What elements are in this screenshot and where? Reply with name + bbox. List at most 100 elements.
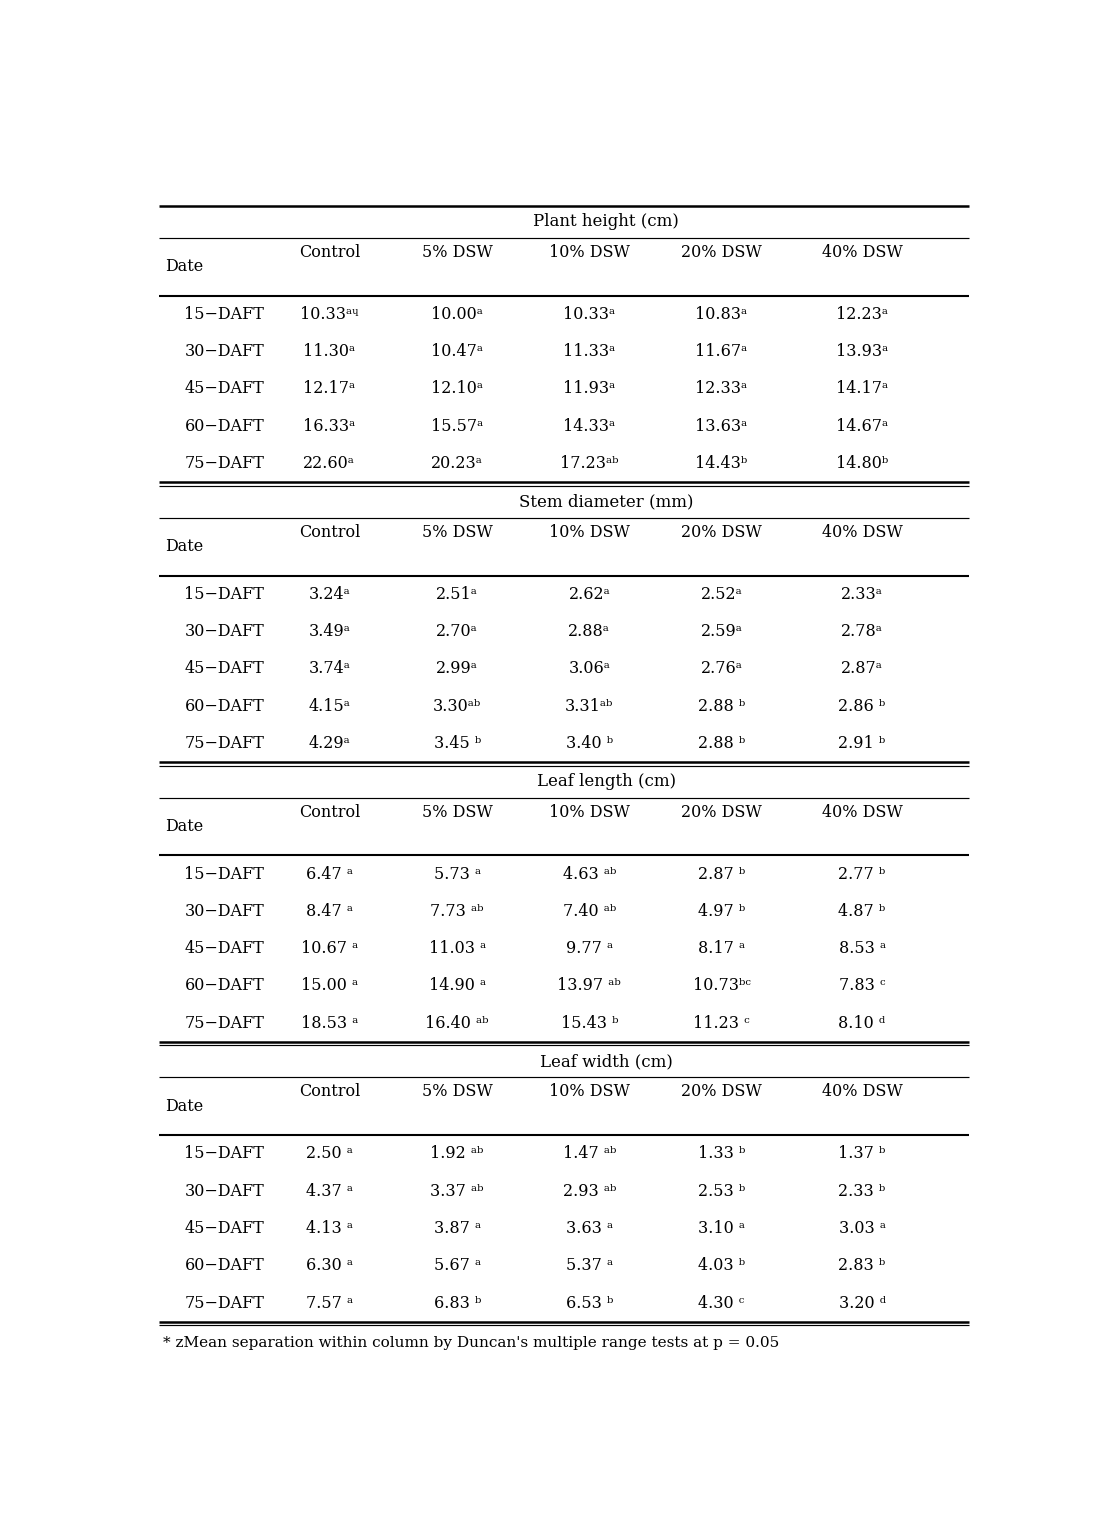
Text: 4.63 ᵃᵇ: 4.63 ᵃᵇ [562, 865, 616, 882]
Text: 40% DSW: 40% DSW [822, 803, 903, 820]
Text: 10.73ᵇᶜ: 10.73ᵇᶜ [693, 977, 750, 994]
Text: 3.10 ᵃ: 3.10 ᵃ [698, 1220, 745, 1237]
Text: 4.37 ᵃ: 4.37 ᵃ [306, 1182, 353, 1200]
Text: 16.40 ᵃᵇ: 16.40 ᵃᵇ [426, 1014, 488, 1031]
Text: 3.03 ᵃ: 3.03 ᵃ [838, 1220, 886, 1237]
Text: 4.03 ᵇ: 4.03 ᵇ [697, 1257, 745, 1274]
Text: 2.53 ᵇ: 2.53 ᵇ [697, 1182, 745, 1200]
Text: 45−DAFT: 45−DAFT [185, 660, 264, 677]
Text: 9.77 ᵃ: 9.77 ᵃ [565, 940, 613, 957]
Text: 8.17 ᵃ: 8.17 ᵃ [697, 940, 745, 957]
Text: 2.86 ᵇ: 2.86 ᵇ [838, 697, 886, 714]
Text: 10% DSW: 10% DSW [549, 523, 630, 540]
Text: 40% DSW: 40% DSW [822, 1083, 903, 1100]
Text: 14.80ᵇ: 14.80ᵇ [836, 456, 889, 472]
Text: 75−DAFT: 75−DAFT [185, 736, 264, 753]
Text: 2.76ᵃ: 2.76ᵃ [701, 660, 743, 677]
Text: 8.47 ᵃ: 8.47 ᵃ [306, 903, 353, 920]
Text: 3.37 ᵃᵇ: 3.37 ᵃᵇ [430, 1182, 484, 1200]
Text: 15.43 ᵇ: 15.43 ᵇ [561, 1014, 618, 1031]
Text: Control: Control [298, 523, 360, 540]
Text: 10.47ᵃ: 10.47ᵃ [431, 343, 483, 360]
Text: 2.87ᵃ: 2.87ᵃ [842, 660, 883, 677]
Text: 20% DSW: 20% DSW [681, 1083, 762, 1100]
Text: 1.47 ᵃᵇ: 1.47 ᵃᵇ [562, 1145, 616, 1162]
Text: 12.10ᵃ: 12.10ᵃ [431, 380, 483, 397]
Text: 2.88ᵃ: 2.88ᵃ [569, 623, 611, 640]
Text: 4.29ᵃ: 4.29ᵃ [308, 736, 350, 753]
Text: 7.73 ᵃᵇ: 7.73 ᵃᵇ [430, 903, 484, 920]
Text: 75−DAFT: 75−DAFT [185, 456, 264, 472]
Text: Leaf width (cm): Leaf width (cm) [540, 1053, 673, 1070]
Text: 3.20 ᵈ: 3.20 ᵈ [838, 1294, 886, 1311]
Text: 75−DAFT: 75−DAFT [185, 1294, 264, 1311]
Text: 2.62ᵃ: 2.62ᵃ [569, 586, 611, 603]
Text: 3.30ᵃᵇ: 3.30ᵃᵇ [433, 697, 482, 714]
Text: 2.77 ᵇ: 2.77 ᵇ [838, 865, 886, 882]
Text: 6.47 ᵃ: 6.47 ᵃ [306, 865, 353, 882]
Text: 15.57ᵃ: 15.57ᵃ [431, 417, 483, 436]
Text: 1.33 ᵇ: 1.33 ᵇ [697, 1145, 745, 1162]
Text: Stem diameter (mm): Stem diameter (mm) [519, 494, 694, 511]
Text: 30−DAFT: 30−DAFT [185, 1182, 264, 1200]
Text: * zMean separation within column by Duncan's multiple range tests at p = 0.05: * zMean separation within column by Dunc… [163, 1336, 779, 1350]
Text: 15.00 ᵃ: 15.00 ᵃ [300, 977, 358, 994]
Text: 60−DAFT: 60−DAFT [185, 977, 264, 994]
Text: 60−DAFT: 60−DAFT [185, 1257, 264, 1274]
Text: Control: Control [298, 803, 360, 820]
Text: 10% DSW: 10% DSW [549, 1083, 630, 1100]
Text: Date: Date [165, 1097, 204, 1114]
Text: 60−DAFT: 60−DAFT [185, 417, 264, 436]
Text: 3.49ᵃ: 3.49ᵃ [308, 623, 350, 640]
Text: 2.51ᵃ: 2.51ᵃ [437, 586, 478, 603]
Text: 13.63ᵃ: 13.63ᵃ [695, 417, 748, 436]
Text: 12.23ᵃ: 12.23ᵃ [836, 306, 888, 323]
Text: 2.83 ᵇ: 2.83 ᵇ [838, 1257, 886, 1274]
Text: 7.83 ᶜ: 7.83 ᶜ [839, 977, 886, 994]
Text: 5.37 ᵃ: 5.37 ᵃ [565, 1257, 613, 1274]
Text: 16.33ᵃ: 16.33ᵃ [304, 417, 355, 436]
Text: 40% DSW: 40% DSW [822, 243, 903, 260]
Text: 7.40 ᵃᵇ: 7.40 ᵃᵇ [563, 903, 616, 920]
Text: 30−DAFT: 30−DAFT [185, 343, 264, 360]
Text: 3.40 ᵇ: 3.40 ᵇ [565, 736, 613, 753]
Text: 10.00ᵃ: 10.00ᵃ [431, 306, 483, 323]
Text: Date: Date [165, 259, 204, 275]
Text: 4.87 ᵇ: 4.87 ᵇ [838, 903, 886, 920]
Text: 15−DAFT: 15−DAFT [185, 1145, 264, 1162]
Text: 3.87 ᵃ: 3.87 ᵃ [433, 1220, 481, 1237]
Text: 12.33ᵃ: 12.33ᵃ [695, 380, 748, 397]
Text: 6.83 ᵇ: 6.83 ᵇ [433, 1294, 481, 1311]
Text: 30−DAFT: 30−DAFT [185, 903, 264, 920]
Text: 45−DAFT: 45−DAFT [185, 380, 264, 397]
Text: 2.88 ᵇ: 2.88 ᵇ [697, 736, 745, 753]
Text: 11.67ᵃ: 11.67ᵃ [695, 343, 748, 360]
Text: 2.59ᵃ: 2.59ᵃ [701, 623, 743, 640]
Text: 30−DAFT: 30−DAFT [185, 623, 264, 640]
Text: 2.70ᵃ: 2.70ᵃ [437, 623, 478, 640]
Text: 60−DAFT: 60−DAFT [185, 697, 264, 714]
Text: 6.53 ᵇ: 6.53 ᵇ [565, 1294, 613, 1311]
Text: 3.24ᵃ: 3.24ᵃ [308, 586, 350, 603]
Text: 11.23 ᶜ: 11.23 ᶜ [693, 1014, 750, 1031]
Text: 2.52ᵃ: 2.52ᵃ [701, 586, 743, 603]
Text: 10% DSW: 10% DSW [549, 803, 630, 820]
Text: 14.67ᵃ: 14.67ᵃ [836, 417, 888, 436]
Text: 3.45 ᵇ: 3.45 ᵇ [433, 736, 481, 753]
Text: 5% DSW: 5% DSW [421, 803, 493, 820]
Text: 12.17ᵃ: 12.17ᵃ [304, 380, 355, 397]
Text: 8.53 ᵃ: 8.53 ᵃ [838, 940, 886, 957]
Text: 15−DAFT: 15−DAFT [185, 306, 264, 323]
Text: 10.33ᵃ: 10.33ᵃ [563, 306, 615, 323]
Text: 8.10 ᵈ: 8.10 ᵈ [838, 1014, 886, 1031]
Text: 2.91 ᵇ: 2.91 ᵇ [838, 736, 886, 753]
Text: Control: Control [298, 1083, 360, 1100]
Text: 10.83ᵃ: 10.83ᵃ [695, 306, 748, 323]
Text: 3.31ᵃᵇ: 3.31ᵃᵇ [565, 697, 614, 714]
Text: Leaf length (cm): Leaf length (cm) [537, 773, 675, 790]
Text: 11.30ᵃ: 11.30ᵃ [304, 343, 355, 360]
Text: 15−DAFT: 15−DAFT [185, 865, 264, 882]
Text: 2.33ᵃ: 2.33ᵃ [842, 586, 883, 603]
Text: 3.63 ᵃ: 3.63 ᵃ [565, 1220, 613, 1237]
Text: 4.15ᵃ: 4.15ᵃ [308, 697, 350, 714]
